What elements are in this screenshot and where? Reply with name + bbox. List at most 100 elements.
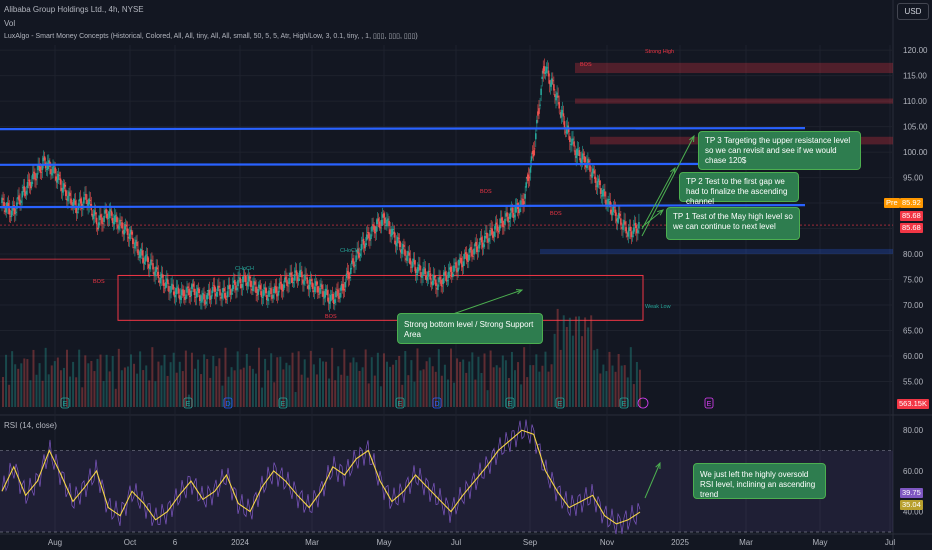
volume-bar [358, 370, 361, 407]
candle-body [448, 267, 451, 270]
candle-body [334, 299, 336, 303]
candle-body [61, 187, 64, 193]
candle-body [594, 176, 597, 183]
candle-body [259, 285, 262, 290]
volume-bar [322, 361, 324, 407]
volume-bar [279, 356, 282, 407]
time-tick-label: 2024 [231, 538, 249, 547]
time-tick-label: May [812, 538, 827, 547]
candle-body [327, 297, 330, 303]
candle-body [135, 239, 137, 244]
candle-body [210, 295, 213, 299]
candle-body [213, 285, 216, 292]
candle-body [552, 80, 554, 82]
candle-body [138, 256, 140, 258]
candle-body [423, 267, 425, 269]
candle-body [546, 67, 549, 69]
candle-body [433, 275, 436, 278]
candle-body [302, 279, 304, 284]
candle-body [76, 211, 79, 213]
volume-bar [623, 365, 626, 407]
candle-body [432, 275, 435, 281]
candle-body [256, 294, 258, 296]
volume-bar [148, 380, 151, 407]
volume-bar [245, 353, 248, 407]
candle-body [207, 290, 210, 292]
candle-body [553, 84, 555, 91]
candle-body [111, 218, 114, 224]
volume-bar [142, 370, 145, 407]
candle-body [572, 138, 574, 141]
rsi-line [1, 429, 641, 525]
candle-body [476, 246, 479, 253]
volume-bar [608, 351, 611, 407]
candle-body [161, 274, 164, 278]
candle-body [118, 225, 120, 230]
candle-body [107, 217, 110, 219]
volume-bar [318, 358, 321, 407]
candle-body [55, 176, 58, 181]
candle-body [388, 220, 390, 227]
volume-bar [364, 349, 367, 407]
candle-body [331, 293, 334, 300]
volume-bar [224, 347, 227, 407]
candle-body [542, 68, 545, 74]
candle-body [485, 233, 487, 235]
candle-body [449, 266, 452, 272]
candle-body [67, 195, 69, 202]
candle-body [623, 220, 625, 225]
volume-bar [337, 366, 340, 407]
volume-bar [288, 365, 291, 407]
volume-bar [236, 351, 239, 407]
candle-body [211, 287, 214, 294]
tp2-note: TP 2 Test to the first gap we had to fin… [679, 172, 799, 206]
time-tick-label: 6 [173, 538, 178, 547]
candle-body [610, 209, 613, 214]
candle-body [315, 281, 318, 285]
candle-body [563, 121, 566, 128]
candle-body [620, 218, 622, 225]
smc-label: Weak Low [645, 304, 671, 310]
volume-bar [605, 371, 608, 407]
candle-body [409, 258, 412, 265]
candle-body [146, 256, 149, 262]
candle-body [629, 226, 632, 232]
candle-body [265, 295, 268, 301]
event-marker-letter: E [558, 401, 563, 408]
candle-body [522, 198, 524, 206]
candle-body [179, 296, 182, 300]
volume-bar [163, 354, 166, 407]
candle-body [483, 235, 486, 243]
volume-bar [285, 362, 288, 407]
volume-bar [294, 392, 297, 407]
candle-body [422, 268, 424, 275]
candle-body [248, 276, 251, 279]
volume-bar [26, 359, 29, 407]
smc-label: BOS [325, 314, 337, 320]
candle-body [152, 263, 154, 270]
candle-body [268, 290, 270, 297]
candle-body [523, 201, 525, 205]
candle-body [172, 284, 174, 290]
candle-body [236, 287, 238, 291]
candle-body [463, 253, 466, 260]
candle-body [592, 168, 595, 174]
candle-body [482, 244, 485, 247]
candle-body [404, 249, 406, 256]
candle-body [269, 288, 271, 290]
candle-body [356, 250, 358, 253]
candle-body [477, 250, 480, 252]
volume-bar [190, 352, 193, 407]
candle-body [30, 181, 33, 187]
candle-body [223, 288, 226, 292]
candle-body [294, 270, 297, 273]
candle-body [143, 261, 146, 265]
currency-button[interactable]: USD [897, 3, 929, 20]
candle-body [322, 291, 324, 297]
candle-body [60, 187, 63, 191]
candle-body [234, 279, 236, 286]
candle-body [270, 288, 272, 295]
volume-bar [434, 371, 437, 407]
candle-body [88, 198, 90, 205]
